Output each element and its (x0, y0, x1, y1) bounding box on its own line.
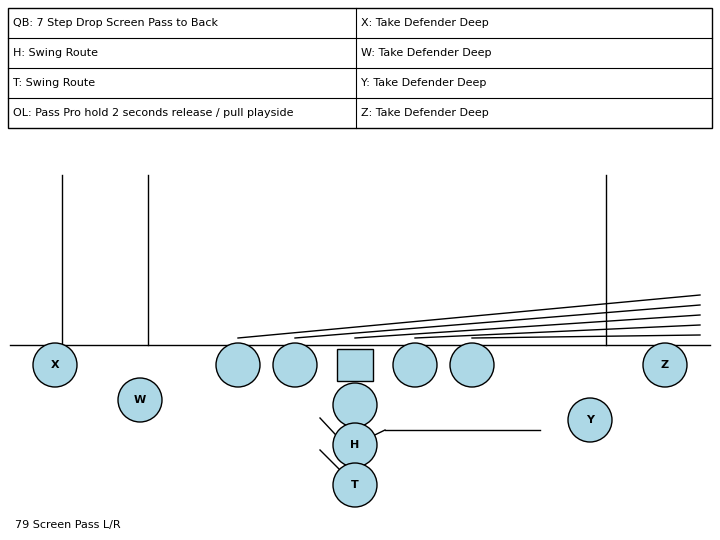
Circle shape (118, 378, 162, 422)
Text: X: X (50, 360, 59, 370)
Circle shape (273, 343, 317, 387)
Text: Z: Z (661, 360, 669, 370)
Text: Z: Take Defender Deep: Z: Take Defender Deep (361, 108, 489, 118)
Circle shape (33, 343, 77, 387)
Circle shape (643, 343, 687, 387)
Circle shape (216, 343, 260, 387)
Text: T: T (351, 480, 359, 490)
Text: H: Swing Route: H: Swing Route (13, 48, 98, 58)
Circle shape (333, 423, 377, 467)
FancyBboxPatch shape (337, 349, 373, 381)
Text: OL: Pass Pro hold 2 seconds release / pull playside: OL: Pass Pro hold 2 seconds release / pu… (13, 108, 294, 118)
Text: W: W (134, 395, 146, 405)
Text: Y: Take Defender Deep: Y: Take Defender Deep (361, 78, 487, 88)
Text: H: H (351, 440, 359, 450)
Text: QB: 7 Step Drop Screen Pass to Back: QB: 7 Step Drop Screen Pass to Back (13, 18, 218, 28)
Circle shape (450, 343, 494, 387)
Text: T: Swing Route: T: Swing Route (13, 78, 95, 88)
Text: W: Take Defender Deep: W: Take Defender Deep (361, 48, 492, 58)
Circle shape (333, 383, 377, 427)
Text: X: Take Defender Deep: X: Take Defender Deep (361, 18, 489, 28)
Text: 79 Screen Pass L/R: 79 Screen Pass L/R (15, 520, 121, 530)
Bar (8, 8, 712, 128)
Circle shape (333, 463, 377, 507)
Circle shape (568, 398, 612, 442)
Circle shape (393, 343, 437, 387)
Text: Y: Y (586, 415, 594, 425)
